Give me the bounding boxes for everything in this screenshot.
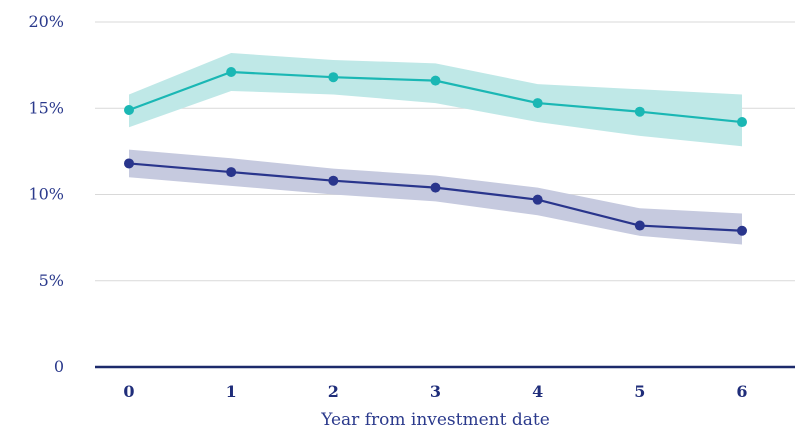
y-tick-label: 0 [54, 357, 64, 376]
data-point [430, 182, 441, 193]
data-point [226, 167, 237, 178]
y-axis-tick-labels: 0 5% 10% 15% 20% [28, 12, 64, 376]
data-point [737, 225, 747, 236]
data-point [737, 117, 747, 128]
confidence-bands [129, 53, 742, 245]
data-point [328, 72, 339, 83]
confidence-band-1 [129, 149, 742, 245]
confidence-band-0 [129, 53, 742, 147]
data-point [634, 220, 645, 231]
x-tick-label: 0 [123, 382, 134, 401]
data-point [124, 158, 134, 169]
y-tick-label: 20% [28, 12, 64, 31]
data-point [634, 106, 645, 117]
series-points [124, 67, 747, 236]
x-axis-label: Year from investment date [320, 410, 550, 430]
data-point [532, 194, 543, 205]
x-tick-label: 1 [226, 382, 237, 401]
x-axis-tick-labels: 0 1 2 3 4 5 6 [123, 382, 747, 401]
y-tick-label: 5% [39, 271, 64, 290]
data-point [328, 175, 339, 186]
x-tick-label: 4 [532, 382, 543, 401]
data-point [124, 104, 134, 115]
x-tick-label: 2 [328, 382, 339, 401]
data-point [430, 75, 441, 86]
gridlines [95, 21, 795, 282]
x-tick-label: 3 [430, 382, 441, 401]
x-tick-label: 6 [736, 382, 747, 401]
x-tick-label: 5 [634, 382, 645, 401]
data-point [532, 98, 543, 109]
y-tick-label: 10% [28, 185, 64, 204]
y-tick-label: 15% [28, 98, 64, 117]
data-point [226, 67, 237, 78]
